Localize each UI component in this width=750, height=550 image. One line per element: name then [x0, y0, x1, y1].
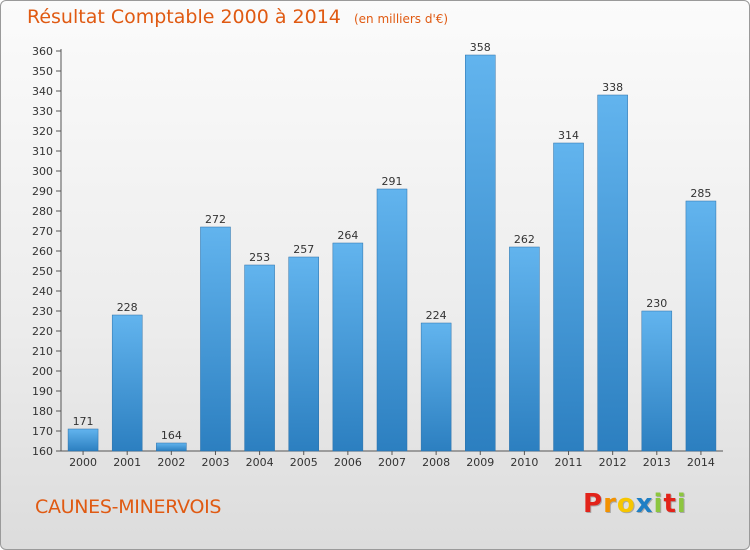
x-tick-label: 2011 [555, 456, 583, 469]
x-tick-label: 2009 [466, 456, 494, 469]
y-tick-label: 280 [32, 205, 53, 218]
x-tick-label: 2008 [422, 456, 450, 469]
bar-value-label: 338 [602, 81, 623, 94]
logo-letter: i [676, 489, 687, 519]
logo-letter: x [635, 489, 654, 519]
bar [420, 322, 452, 452]
bar-value-label: 164 [161, 429, 182, 442]
logo-letter: o [616, 489, 636, 519]
bar-value-label: 171 [73, 415, 94, 428]
y-tick-label: 330 [32, 105, 53, 118]
x-tick-label: 2001 [113, 456, 141, 469]
bar [553, 142, 584, 452]
y-tick-label: 210 [32, 345, 53, 358]
bar-value-label: 272 [205, 213, 226, 226]
x-tick-label: 2004 [246, 456, 274, 469]
x-tick-label: 2006 [334, 456, 362, 469]
y-tick-label: 360 [32, 45, 53, 58]
bar-value-label: 285 [690, 187, 711, 200]
y-tick-label: 300 [32, 165, 53, 178]
bar-value-label: 264 [337, 229, 358, 242]
bar [67, 428, 99, 452]
bar [156, 442, 187, 452]
bar-value-label: 291 [382, 175, 403, 188]
x-tick-label: 2012 [599, 456, 627, 469]
bar-value-label: 224 [426, 309, 447, 322]
chart-header: Résultat Comptable 2000 à 2014 (en milli… [27, 6, 448, 28]
y-tick-label: 160 [32, 445, 53, 458]
x-tick-label: 2005 [290, 456, 318, 469]
x-tick-label: 2014 [687, 456, 715, 469]
chart-title: Résultat Comptable 2000 à 2014 [27, 6, 341, 28]
bar-value-label: 228 [117, 301, 138, 314]
y-tick-label: 240 [32, 285, 53, 298]
y-tick-label: 200 [32, 365, 53, 378]
y-tick-label: 260 [32, 245, 53, 258]
logo-letter: P [583, 489, 604, 519]
x-tick-label: 2002 [157, 456, 185, 469]
y-tick-label: 250 [32, 265, 53, 278]
bar-value-label: 262 [514, 233, 535, 246]
x-tick-label: 2013 [643, 456, 671, 469]
chart-subtitle: (en milliers d'€) [353, 12, 449, 26]
bar-value-label: 253 [249, 251, 270, 264]
y-tick-label: 290 [32, 185, 53, 198]
bar-value-label: 230 [646, 297, 667, 310]
y-tick-label: 310 [32, 145, 53, 158]
bar [376, 188, 408, 452]
bar [465, 54, 496, 452]
bar [200, 226, 231, 452]
y-tick-label: 350 [32, 65, 53, 78]
bar [332, 242, 364, 452]
y-tick-label: 320 [32, 125, 53, 138]
bar [685, 200, 717, 452]
bar [244, 264, 275, 452]
y-tick-label: 270 [32, 225, 53, 238]
logo-letter: t [663, 489, 677, 519]
bar [288, 256, 319, 452]
logo-letter: i [653, 489, 664, 519]
y-tick-label: 230 [32, 305, 53, 318]
logo-letter: r [603, 489, 617, 519]
bar-value-label: 257 [293, 243, 314, 256]
bars: 171 228 164 272 253 257 264 291 224 358 262 314 338 2… [67, 41, 717, 452]
town-name: CAUNES-MINERVOIS [35, 496, 222, 518]
bar-value-label: 358 [470, 41, 491, 54]
x-axis: 2000 2001 2002 2003 2004 2005 2006 2007 2008 2009… [69, 451, 715, 469]
bar [111, 314, 143, 452]
bar-value-label: 314 [558, 129, 579, 142]
y-tick-label: 340 [32, 85, 53, 98]
bar [641, 310, 673, 452]
y-tick-label: 180 [32, 405, 53, 418]
x-tick-label: 2000 [69, 456, 97, 469]
x-tick-label: 2010 [510, 456, 538, 469]
bar [509, 246, 540, 452]
x-tick-label: 2003 [201, 456, 229, 469]
y-tick-label: 170 [32, 425, 53, 438]
proxiti-logo[interactable]: Proxiti [583, 489, 687, 519]
bar [597, 94, 628, 452]
y-tick-label: 190 [32, 385, 53, 398]
x-tick-label: 2007 [378, 456, 406, 469]
y-tick-label: 220 [32, 325, 53, 338]
